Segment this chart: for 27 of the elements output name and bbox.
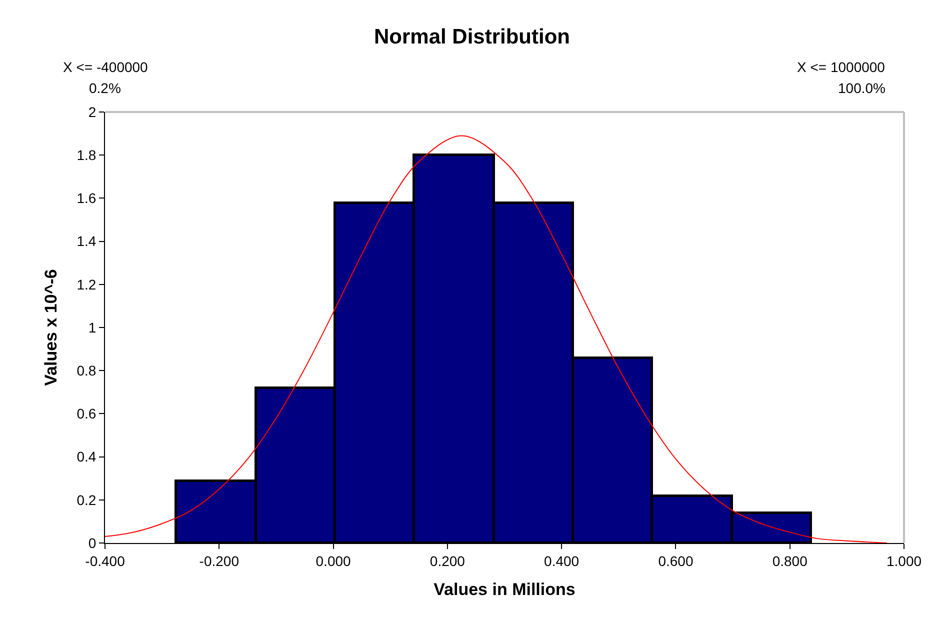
x-tick-label: -0.200 — [199, 552, 240, 569]
text: X <= -400000 — [63, 59, 148, 75]
x-tick-label: -0.400 — [85, 552, 126, 569]
x-tick-label: 0.000 — [316, 552, 352, 569]
y-tick-label: 1.2 — [76, 276, 96, 292]
chart-title: Normal Distribution — [374, 25, 570, 48]
y-tick-label: 1.6 — [76, 190, 96, 206]
x-tick-label: 0.800 — [772, 552, 808, 569]
y-tick-label: 1.4 — [76, 233, 96, 250]
y-tick-label: 0.8 — [76, 362, 96, 378]
y-tick-label: 1 — [88, 319, 96, 336]
y-tick-label: 0.6 — [76, 406, 96, 422]
text: 100.0% — [838, 80, 886, 96]
x-tick-label: 0.600 — [658, 552, 694, 569]
x-tick-label: 1.000 — [886, 552, 922, 569]
text: 0.2% — [89, 80, 121, 96]
x-tick-label: 0.400 — [544, 552, 580, 569]
y-tick-label: 2 — [88, 104, 96, 120]
y-tick-label: 0.2 — [76, 492, 96, 508]
x-axis-title: Values in Millions — [434, 580, 576, 600]
line-series — [105, 135, 888, 543]
y-tick-label: 1.8 — [76, 147, 96, 163]
x-tick-label: 0.200 — [430, 552, 466, 569]
y-tick-label: 0.4 — [76, 448, 96, 465]
text: X <= 1000000 — [797, 59, 886, 75]
y-tick-label: 0 — [88, 534, 96, 551]
y-axis-title: Values x 10^-6 — [41, 269, 60, 386]
